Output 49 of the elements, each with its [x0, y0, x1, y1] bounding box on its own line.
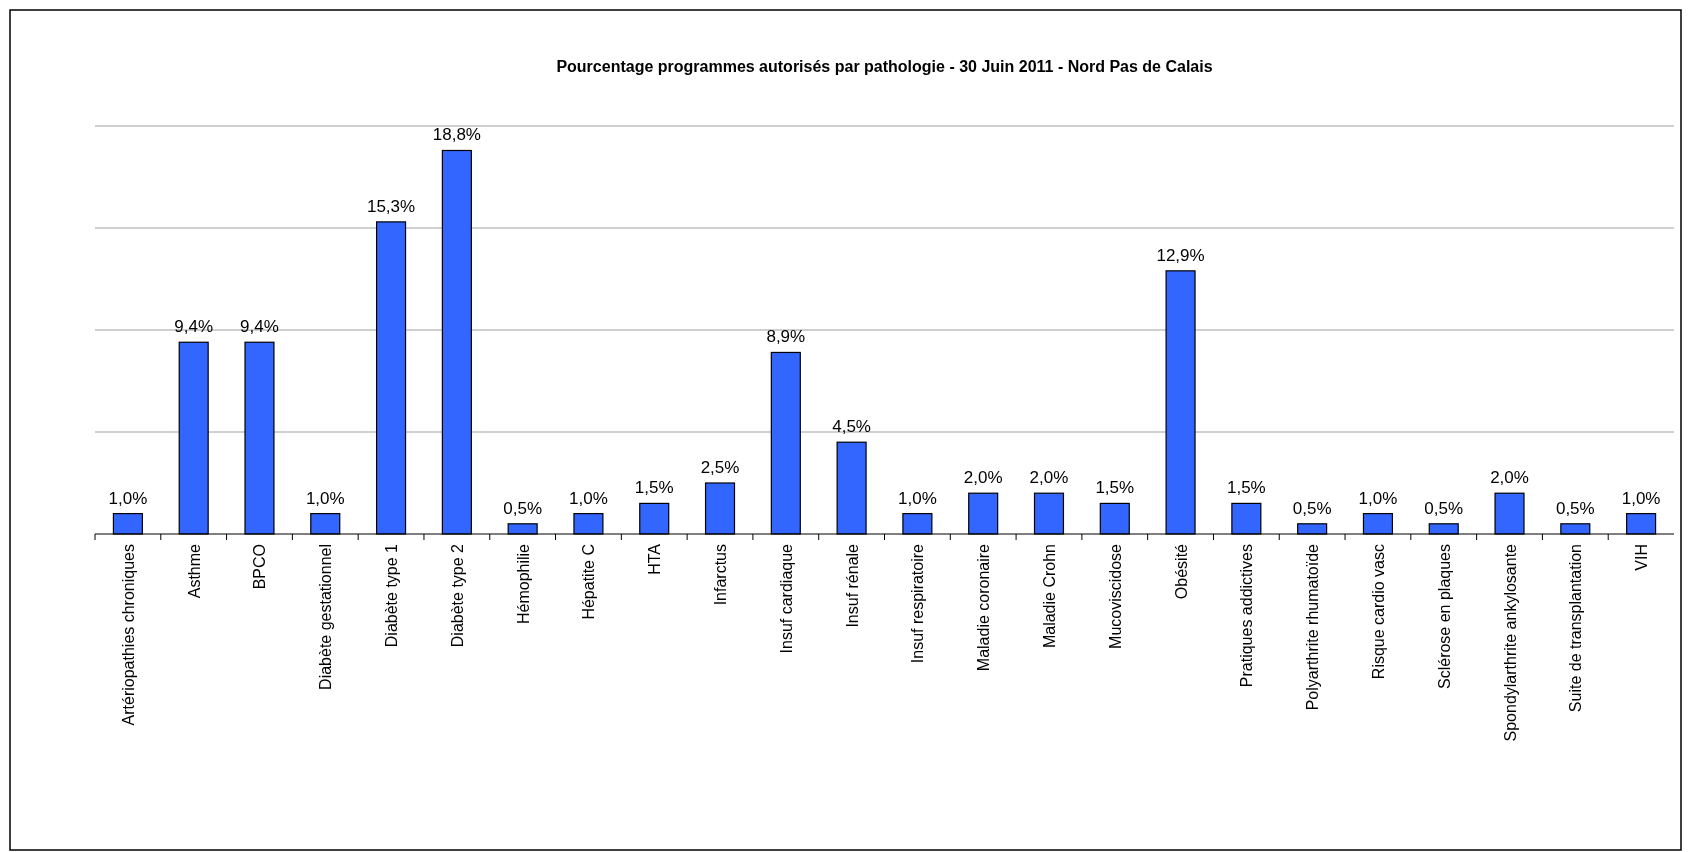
x-tick-label: Polyarthrite rhumatoïde: [1304, 543, 1322, 711]
x-tick-label: HTA: [646, 543, 664, 575]
x-tick-label: Insuf rénale: [843, 543, 861, 628]
data-label: 1,0%: [108, 488, 148, 508]
data-label: 1,0%: [305, 488, 345, 508]
x-tick-label: Obésité: [1172, 543, 1190, 600]
data-label: 2,0%: [1490, 468, 1529, 488]
data-label: 1,0%: [898, 488, 937, 508]
x-tick-label: Sclérose en plaques: [1435, 544, 1453, 689]
data-label: 12,9%: [1156, 245, 1205, 265]
data-label: 0,5%: [1424, 498, 1464, 518]
x-tick-label: Insuf respiratoire: [909, 543, 927, 664]
x-tick-label: Pratiques addictives: [1238, 544, 1256, 688]
x-tick-label: Diabète type 1: [383, 543, 401, 648]
x-tick-label: Diabète type 2: [448, 543, 466, 648]
data-label: 2,0%: [963, 468, 1003, 488]
chart-title: Pourcentage programmes autorisés par pathologie - 30 Juin 2011 - Nord Pas de Calais: [556, 58, 1213, 75]
data-label: 1,5%: [634, 478, 674, 498]
data-label: 4,5%: [832, 417, 871, 437]
x-tick-label: Insuf cardiaque: [777, 543, 795, 654]
data-label: 8,9%: [766, 327, 806, 347]
data-label: 1,5%: [1226, 478, 1266, 498]
data-label: 0,5%: [1292, 498, 1332, 518]
x-tick-label: VIH: [1633, 544, 1651, 571]
data-label: 18,8%: [432, 125, 481, 145]
data-label: 1,0%: [1621, 488, 1661, 508]
data-label: 0,5%: [1555, 498, 1595, 518]
x-tick-label: Diabète gestationnel: [317, 544, 335, 690]
x-tick-label: Suite de transplantation: [1567, 544, 1585, 713]
x-tick-label: Hépatite C: [580, 544, 598, 620]
data-label: 2,0%: [1029, 468, 1069, 488]
data-label: 1,0%: [569, 488, 608, 508]
x-tick-label: Artériopathies chroniques: [119, 544, 137, 726]
data-label: 1,5%: [1095, 478, 1135, 498]
data-label: 9,4%: [174, 317, 214, 337]
x-tick-label: Maladie Crohn: [1040, 544, 1058, 649]
data-label: 2,5%: [700, 458, 740, 477]
x-tick-label: Spondylarthrite ankylosante: [1501, 543, 1519, 742]
data-label: 9,4%: [240, 317, 279, 337]
x-tick-label: BPCO: [251, 544, 269, 590]
x-tick-label: Asthme: [185, 543, 203, 599]
x-tick-label: Risque cardio vasc: [1369, 544, 1387, 680]
x-tick-label: Mucoviscidose: [1106, 543, 1124, 649]
x-tick-label: Maladie coronaire: [975, 543, 993, 672]
data-label: 15,3%: [366, 196, 416, 216]
x-tick-label: Infarctus: [712, 544, 730, 606]
data-label: 1,0%: [1358, 488, 1398, 508]
data-label: 0,5%: [503, 498, 543, 518]
x-tick-label: Hémophilie: [514, 543, 532, 625]
